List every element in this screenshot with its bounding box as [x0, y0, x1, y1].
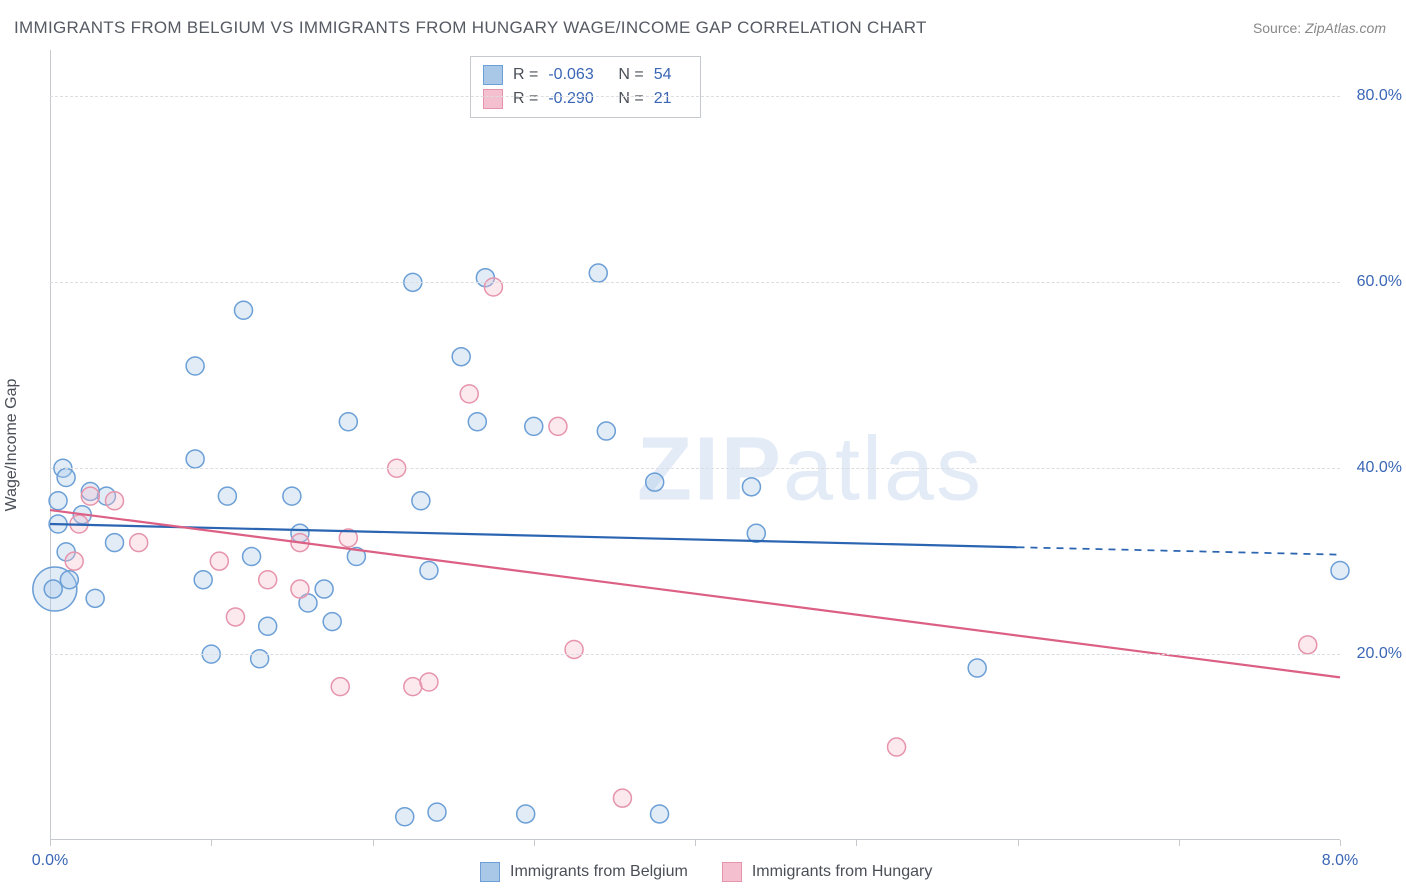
gridline-h	[50, 468, 1340, 469]
x-tick	[856, 840, 857, 846]
x-tick	[695, 840, 696, 846]
data-point	[742, 478, 760, 496]
data-point	[420, 673, 438, 691]
data-point	[412, 492, 430, 510]
data-point	[517, 805, 535, 823]
bottom-legend: Immigrants from Belgium Immigrants from H…	[480, 862, 932, 882]
bottom-legend-label: Immigrants from Belgium	[510, 863, 688, 881]
bottom-legend-item: Immigrants from Belgium	[480, 862, 688, 882]
data-point	[210, 552, 228, 570]
gridline-h	[50, 96, 1340, 97]
data-point	[291, 580, 309, 598]
data-point	[460, 385, 478, 403]
data-point	[49, 492, 67, 510]
gridline-h	[50, 654, 1340, 655]
data-point	[57, 469, 75, 487]
y-tick-label: 60.0%	[1357, 273, 1402, 291]
data-point	[81, 487, 99, 505]
source-value: ZipAtlas.com	[1305, 20, 1386, 36]
data-point	[646, 473, 664, 491]
x-tick	[50, 840, 51, 846]
legend-swatch	[722, 862, 742, 882]
data-point	[259, 571, 277, 589]
data-point	[651, 805, 669, 823]
data-point	[323, 613, 341, 631]
plot-container: Wage/Income Gap ZIPatlas R =-0.063N =54R…	[50, 50, 1340, 840]
x-tick-label: 8.0%	[1322, 852, 1358, 870]
x-tick-label: 0.0%	[32, 852, 68, 870]
x-tick	[1018, 840, 1019, 846]
data-point	[396, 808, 414, 826]
data-point	[549, 417, 567, 435]
data-point	[1299, 636, 1317, 654]
data-point	[106, 534, 124, 552]
legend-swatch	[480, 862, 500, 882]
data-point	[218, 487, 236, 505]
data-point	[468, 413, 486, 431]
data-point	[226, 608, 244, 626]
data-point	[484, 278, 502, 296]
data-point	[315, 580, 333, 598]
chart-title: IMMIGRANTS FROM BELGIUM VS IMMIGRANTS FR…	[14, 18, 927, 38]
x-tick	[1179, 840, 1180, 846]
data-point	[597, 422, 615, 440]
y-tick-label: 40.0%	[1357, 459, 1402, 477]
data-point	[747, 524, 765, 542]
data-point	[130, 534, 148, 552]
data-point	[86, 589, 104, 607]
data-point	[1331, 561, 1349, 579]
data-point	[65, 552, 83, 570]
regression-line	[50, 510, 1340, 677]
y-tick-label: 80.0%	[1357, 87, 1402, 105]
data-point	[525, 417, 543, 435]
data-point	[60, 571, 78, 589]
data-point	[968, 659, 986, 677]
data-point	[259, 617, 277, 635]
regression-line-dashed	[1018, 547, 1341, 554]
data-point	[589, 264, 607, 282]
source-attribution: Source: ZipAtlas.com	[1253, 20, 1386, 36]
y-tick-label: 20.0%	[1357, 645, 1402, 663]
data-point	[888, 738, 906, 756]
data-point	[452, 348, 470, 366]
bottom-legend-label: Immigrants from Hungary	[752, 863, 933, 881]
y-axis-title: Wage/Income Gap	[3, 379, 21, 512]
source-label: Source:	[1253, 20, 1301, 36]
data-point	[235, 301, 253, 319]
data-point	[331, 678, 349, 696]
data-point	[44, 580, 62, 598]
data-point	[194, 571, 212, 589]
x-tick	[534, 840, 535, 846]
data-point	[428, 803, 446, 821]
gridline-h	[50, 282, 1340, 283]
data-point	[186, 450, 204, 468]
data-point	[283, 487, 301, 505]
x-tick	[211, 840, 212, 846]
data-point	[613, 789, 631, 807]
data-point	[243, 548, 261, 566]
regression-line	[50, 524, 1018, 547]
data-point	[339, 413, 357, 431]
data-point	[404, 678, 422, 696]
data-point	[420, 561, 438, 579]
data-point	[251, 650, 269, 668]
data-point	[106, 492, 124, 510]
data-point	[565, 640, 583, 658]
x-tick	[373, 840, 374, 846]
plot-svg	[50, 50, 1340, 840]
data-point	[186, 357, 204, 375]
x-tick	[1340, 840, 1341, 846]
bottom-legend-item: Immigrants from Hungary	[722, 862, 933, 882]
